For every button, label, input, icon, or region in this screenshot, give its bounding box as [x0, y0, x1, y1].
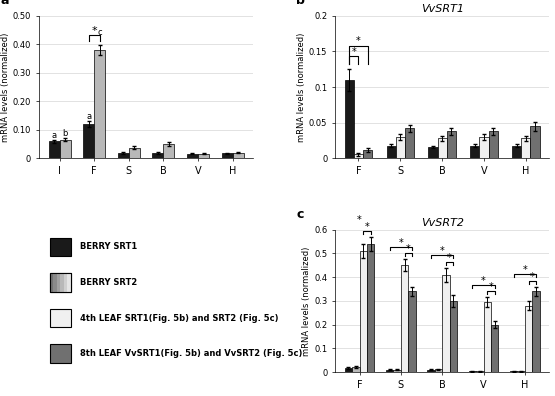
Bar	[396, 137, 405, 158]
Bar	[447, 131, 456, 158]
Bar	[512, 146, 521, 158]
Text: *: *	[92, 25, 97, 36]
Bar	[437, 139, 447, 158]
Bar	[510, 371, 517, 372]
Text: *: *	[365, 222, 369, 232]
Bar	[60, 140, 70, 158]
Bar	[187, 154, 198, 158]
Bar	[367, 244, 375, 372]
Bar	[442, 275, 450, 372]
Text: *: *	[357, 215, 362, 225]
Text: *: *	[398, 238, 403, 248]
Text: BERRY SRT2: BERRY SRT2	[79, 278, 137, 287]
Text: c: c	[296, 208, 304, 221]
Text: *: *	[530, 272, 534, 282]
Bar	[450, 301, 457, 372]
Bar	[470, 146, 480, 158]
Bar	[386, 370, 393, 372]
Bar	[408, 291, 416, 372]
Text: *: *	[522, 265, 527, 275]
Bar	[480, 137, 488, 158]
Y-axis label: mRNA levels (normalized): mRNA levels (normalized)	[302, 246, 311, 356]
Bar	[360, 251, 367, 372]
Bar	[476, 371, 483, 372]
Bar	[386, 146, 396, 158]
Bar	[152, 153, 163, 158]
Bar	[83, 124, 94, 158]
Y-axis label: mRNA levels (normalized): mRNA levels (normalized)	[1, 32, 10, 142]
Text: *: *	[481, 276, 486, 286]
Bar	[49, 141, 60, 158]
Text: BERRY SRT1: BERRY SRT1	[79, 242, 137, 251]
Text: *: *	[488, 282, 493, 292]
Bar	[345, 368, 352, 372]
Bar	[483, 302, 491, 372]
Title: VvSRT1: VvSRT1	[421, 4, 463, 14]
Text: a: a	[86, 112, 91, 121]
Bar	[521, 139, 531, 158]
Text: a: a	[0, 0, 9, 8]
Bar	[64, 273, 68, 292]
Bar	[163, 144, 174, 158]
Bar	[94, 50, 105, 158]
Bar	[401, 265, 408, 372]
Text: *: *	[351, 47, 356, 57]
Y-axis label: mRNA levels (normalized): mRNA levels (normalized)	[297, 32, 306, 142]
Bar	[221, 153, 233, 158]
Bar	[468, 371, 476, 372]
Bar	[525, 306, 532, 372]
Text: *: *	[406, 244, 411, 254]
Bar	[531, 126, 539, 158]
Text: b: b	[63, 129, 68, 138]
Bar	[491, 325, 498, 372]
Bar	[49, 273, 71, 292]
Bar	[435, 369, 442, 372]
Bar	[53, 273, 57, 292]
Bar	[405, 128, 414, 158]
Bar	[49, 345, 71, 363]
Text: 4th LEAF SRT1(Fig. 5b) and SRT2 (Fig. 5c): 4th LEAF SRT1(Fig. 5b) and SRT2 (Fig. 5c…	[79, 314, 278, 323]
Bar	[118, 153, 129, 158]
Bar	[60, 273, 64, 292]
Text: b: b	[296, 0, 305, 8]
Bar	[57, 273, 60, 292]
Text: c: c	[98, 28, 102, 37]
Bar	[363, 150, 372, 158]
Bar	[393, 370, 401, 372]
Bar	[49, 273, 53, 292]
Text: *: *	[447, 253, 452, 263]
Text: *: *	[356, 36, 361, 46]
Bar	[49, 309, 71, 327]
Text: 8th LEAF VvSRT1(Fig. 5b) and VvSRT2 (Fig. 5c): 8th LEAF VvSRT1(Fig. 5b) and VvSRT2 (Fig…	[79, 349, 302, 358]
Bar	[488, 131, 498, 158]
Bar	[532, 291, 539, 372]
Bar	[427, 370, 435, 372]
Bar	[352, 367, 360, 372]
Bar	[428, 147, 437, 158]
Bar	[233, 153, 244, 158]
Bar	[354, 154, 363, 158]
Bar	[49, 273, 71, 292]
Bar	[345, 80, 354, 158]
Bar	[49, 238, 71, 256]
Bar	[68, 273, 71, 292]
Bar	[129, 148, 140, 158]
Title: VvSRT2: VvSRT2	[421, 217, 463, 228]
Text: *: *	[440, 246, 445, 256]
Bar	[198, 154, 209, 158]
Text: a: a	[52, 131, 57, 139]
Bar	[517, 371, 525, 372]
